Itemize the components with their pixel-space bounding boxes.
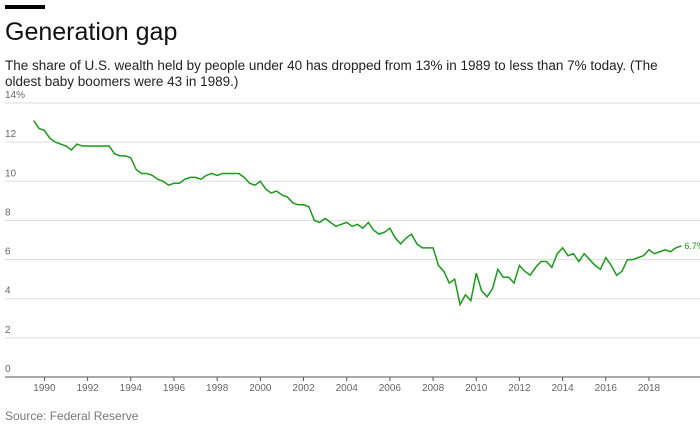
y-tick-label: 2 [5,325,11,336]
x-tick-label: 2006 [379,383,402,394]
y-tick-label: 8 [5,207,11,218]
x-tick-label: 2002 [292,383,315,394]
x-tick-label: 2008 [422,383,445,394]
x-tick-label: 2014 [551,383,574,394]
data-line [33,120,682,307]
x-tick-label: 1996 [163,383,186,394]
y-tick-label: 10 [5,168,17,179]
x-tick-label: 1994 [120,383,143,394]
x-tick-label: 1992 [76,383,99,394]
x-tick-label: 1998 [206,383,229,394]
x-tick-label: 2004 [336,383,359,394]
chart: 0 2 4 6 8 10 12 14% 1990 1992 1994 1996 1998 2000 2002… [5,90,700,394]
y-tick-label: 12 [5,129,17,140]
y-tick-label: 6 [5,247,11,258]
end-label: 6.7% [684,241,700,251]
x-tick-label: 2012 [508,383,531,394]
y-tick-label: 14% [5,90,25,101]
source: Source: Federal Reserve [5,409,139,423]
x-tick-label: 2010 [465,383,488,394]
title-bar [5,5,45,9]
x-tick-label: 1990 [33,383,56,394]
chart-subtitle: The share of U.S. wealth held by people … [5,58,658,89]
y-tick-label: 4 [5,286,11,297]
x-tick-label: 2016 [595,383,618,394]
chart-title: Generation gap [5,18,178,46]
x-tick-label: 2018 [638,383,661,394]
y-tick-label: 0 [5,364,11,375]
x-tick-label: 2000 [249,383,272,394]
